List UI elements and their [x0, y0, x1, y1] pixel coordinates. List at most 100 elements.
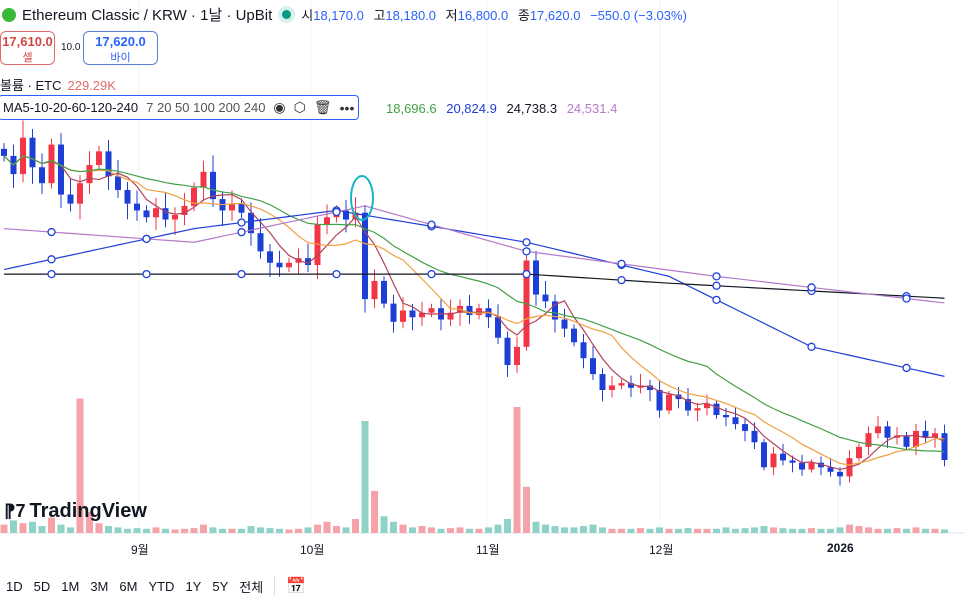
volume-bar [105, 526, 112, 533]
candle-body [362, 212, 368, 300]
volume-bar [152, 527, 160, 533]
volume-bar [475, 528, 483, 533]
range-1d[interactable]: 1D [6, 578, 23, 594]
drawing-anchor [617, 276, 626, 285]
range-bar: 1D 5D 1M 3M 6M YTD 1Y 5Y 전체 📅 [6, 576, 306, 596]
goto-date-icon[interactable]: 📅 [286, 578, 307, 595]
candle-body [894, 435, 900, 438]
volume-bar [523, 486, 530, 533]
candle-body [305, 258, 311, 265]
candle-body [96, 151, 102, 165]
drawing-anchor [427, 220, 436, 229]
candle-body [39, 167, 45, 184]
range-3m[interactable]: 3M [90, 578, 109, 594]
volume-bar [713, 528, 720, 533]
volume-bar [466, 528, 473, 533]
volume-bar [922, 528, 929, 533]
candle-body [590, 358, 596, 375]
candle-body [257, 233, 264, 252]
drawing-anchor [712, 281, 721, 290]
volume-bar [428, 527, 435, 533]
volume-bar [181, 528, 188, 533]
volume-bar [627, 528, 635, 533]
candle-body [723, 415, 729, 418]
volume-bar [751, 527, 758, 533]
sell-button[interactable]: 17,610.0 셀 [0, 31, 55, 65]
settings-icon[interactable]: ⬡ [293, 99, 306, 115]
volume-bar [124, 528, 131, 533]
volume-bar [380, 516, 388, 533]
symbol-header: Ethereum Classic / KRW · 1날 · UpBit 시18,… [0, 4, 693, 25]
volume-bar [29, 521, 36, 533]
candle-body [580, 342, 587, 359]
drawing-anchor [522, 247, 531, 256]
drawing-anchor [47, 227, 56, 237]
candle-body [495, 317, 501, 338]
symbol-title[interactable]: Ethereum Classic / KRW · 1날 · UpBit [22, 7, 273, 24]
volume-bar [646, 528, 654, 533]
range-5y[interactable]: 5Y [212, 578, 229, 594]
candle-body [77, 183, 83, 204]
volume-bar [285, 529, 293, 533]
candle-body [29, 137, 36, 168]
ma-line-ma20 [3, 155, 945, 453]
drawing-anchor [47, 269, 56, 279]
range-all[interactable]: 전체 [239, 579, 264, 595]
volume-bar [551, 526, 559, 533]
volume-bar [561, 527, 568, 533]
candle-body [713, 403, 720, 415]
volume-bar [903, 528, 910, 533]
volume-bar [437, 528, 445, 533]
volume-bar [342, 527, 350, 533]
price-chart[interactable] [0, 0, 965, 560]
candle-body [542, 294, 549, 302]
volume-bar [86, 512, 93, 533]
candle-body [153, 208, 159, 218]
volume-bar [333, 526, 340, 533]
candle-body [504, 337, 511, 365]
candle-body [941, 433, 948, 460]
candle-body [571, 328, 577, 343]
range-5d[interactable]: 5D [33, 578, 51, 594]
volume-bar [171, 529, 179, 533]
range-ytd[interactable]: YTD [148, 578, 175, 594]
volume-bar [656, 527, 663, 533]
eye-icon[interactable]: ◉ [273, 99, 286, 115]
candle-body [685, 399, 691, 411]
volume-bar [266, 528, 274, 533]
more-icon[interactable]: ••• [339, 99, 355, 116]
buy-button[interactable]: 17,620.0 바이 [83, 31, 158, 65]
range-1y[interactable]: 1Y [185, 578, 202, 594]
candle-body [656, 390, 663, 411]
volume-bar [352, 519, 359, 533]
x-tick: 11월 [476, 543, 500, 557]
volume-bar [504, 519, 511, 533]
ma-line-ma10 [3, 155, 945, 466]
volume-bar [494, 524, 502, 533]
volume-bar [941, 529, 948, 533]
ma-line-ma120 [4, 273, 945, 299]
candle-body [400, 310, 406, 322]
candle-body [561, 319, 568, 329]
volume-bar [67, 527, 74, 533]
range-1m[interactable]: 1M [61, 578, 80, 594]
x-tick: 2026 [827, 541, 854, 555]
drawing-anchor [427, 269, 436, 279]
candle-body [181, 205, 188, 215]
range-6m[interactable]: 6M [119, 578, 138, 594]
volume-bar [409, 527, 416, 533]
volume-bar [931, 528, 939, 533]
candle-body [666, 394, 672, 411]
volume-bar [808, 528, 815, 533]
ma-legend[interactable]: MA5-10-20-60-120-240 7 20 50 100 200 240… [0, 95, 360, 120]
drawing-anchor [807, 283, 816, 292]
volume-bar [874, 528, 882, 533]
candle-body [162, 208, 169, 220]
candle-body [618, 383, 625, 386]
trash-icon[interactable]: 🗑 [313, 99, 332, 115]
volume-bar [456, 527, 464, 533]
volume-bar [836, 527, 844, 533]
volume-bar [361, 421, 369, 533]
candle-body [476, 308, 482, 315]
candle-body [381, 280, 387, 304]
